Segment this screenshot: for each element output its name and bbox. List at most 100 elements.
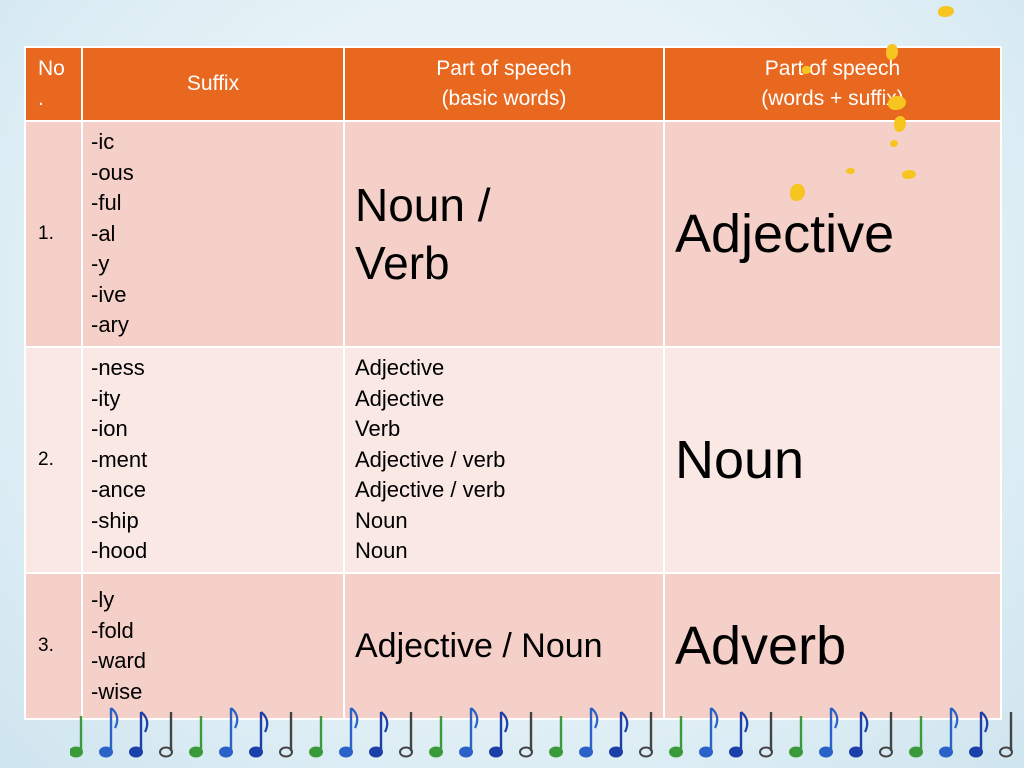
- music-note-head: [399, 746, 413, 758]
- suffix-list: -ness -ity -ion -ment -ance -ship -hood: [81, 346, 345, 574]
- music-note-head: [579, 746, 593, 758]
- music-note-head: [729, 746, 743, 758]
- basic-item: Adjective / verb: [355, 446, 506, 472]
- music-note-flag: [260, 711, 269, 733]
- header-basic-words: Part of speech (basic words): [343, 46, 665, 122]
- basic-part-of-speech: Noun / Verb: [343, 120, 665, 348]
- basic-item: Adjective / verb: [355, 477, 506, 503]
- row-number: 3.: [24, 572, 83, 720]
- music-note-head: [129, 746, 143, 758]
- music-note-flag: [470, 707, 479, 729]
- suffix-item: -ful: [91, 190, 122, 216]
- music-notes-icon: [70, 707, 1013, 758]
- flower-petal-icon: [888, 96, 906, 110]
- music-note-head: [219, 746, 233, 758]
- music-note-head: [249, 746, 263, 758]
- music-note-head: [969, 746, 983, 758]
- music-note-head: [909, 746, 923, 758]
- basic-part-of-speech: Adjective Adjective Verb Adjective / ver…: [343, 346, 665, 574]
- music-note-head: [639, 746, 653, 758]
- music-note-head: [459, 746, 473, 758]
- basic-item: Verb: [355, 237, 450, 289]
- music-note-flag: [380, 711, 389, 733]
- music-note-flag: [980, 711, 989, 733]
- music-note-flag: [500, 711, 509, 733]
- flower-petal-icon: [802, 66, 811, 74]
- flower-petal-icon: [902, 170, 916, 179]
- music-note-head: [369, 746, 383, 758]
- suffix-item: -ly: [91, 587, 115, 612]
- row-number: 2.: [24, 346, 83, 574]
- flower-petal-icon: [846, 168, 855, 174]
- music-note-head: [939, 746, 953, 758]
- result-part-of-speech: Noun: [663, 346, 1002, 574]
- suffix-item: -ment: [91, 446, 148, 472]
- music-note-head: [189, 746, 203, 758]
- header-suffix: Suffix: [81, 46, 345, 122]
- basic-item: Adjective / Noun: [355, 627, 603, 665]
- music-note-flag: [860, 711, 869, 733]
- suffix-item: -ous: [91, 159, 134, 185]
- row-number: 1.: [24, 120, 83, 348]
- music-note-head: [429, 746, 443, 758]
- music-note-flag: [140, 711, 149, 733]
- music-note-head: [849, 746, 863, 758]
- flower-petal-icon: [894, 116, 906, 132]
- suffix-item: -wise: [91, 678, 143, 704]
- suffix-list: -ic -ous -ful -al -y -ive -ary: [81, 120, 345, 348]
- suffix-list: -ly -fold -ward -wise: [81, 572, 345, 720]
- suffix-item: -ary: [91, 312, 129, 338]
- header-basic-line: (basic words): [441, 87, 567, 110]
- header-no: No .: [24, 46, 83, 122]
- basic-part-of-speech: Adjective / Noun: [343, 572, 665, 720]
- music-note-head: [609, 746, 623, 758]
- flower-petal-icon: [886, 44, 898, 60]
- suffix-table: No . Suffix Part of speech (basic words)…: [24, 46, 1002, 720]
- music-note-flag: [740, 711, 749, 733]
- music-note-head: [339, 746, 353, 758]
- suffix-item: -ion: [91, 416, 128, 442]
- music-note-head: [549, 746, 563, 758]
- music-note-flag: [590, 707, 599, 729]
- suffix-item: -ity: [91, 385, 121, 411]
- music-note-flag: [710, 707, 719, 729]
- basic-item: Noun /: [355, 179, 491, 231]
- basic-item: Adjective: [355, 385, 445, 411]
- music-note-flag: [830, 707, 839, 729]
- music-note-head: [819, 746, 833, 758]
- suffix-item: -ward: [91, 648, 147, 673]
- header-row: No . Suffix Part of speech (basic words)…: [24, 46, 1002, 122]
- music-note-head: [519, 746, 533, 758]
- music-note-head: [879, 746, 893, 758]
- basic-item: Verb: [355, 416, 401, 442]
- music-note-head: [759, 746, 773, 758]
- suffix-item: -ness: [91, 355, 145, 381]
- header-no-line: No: [38, 57, 65, 80]
- flower-petal-icon: [790, 184, 805, 201]
- music-note-head: [669, 746, 683, 758]
- basic-item: Noun: [355, 538, 408, 564]
- music-note-head: [70, 746, 83, 758]
- header-result-line: (words + suffix): [761, 87, 904, 110]
- music-note-head: [489, 746, 503, 758]
- suffix-item: -al: [91, 220, 116, 246]
- header-basic-line: Part of speech: [436, 57, 572, 80]
- flower-petal-icon: [890, 140, 898, 147]
- basic-item: Adjective: [355, 355, 445, 381]
- suffix-item: -ance: [91, 477, 147, 503]
- music-note-flag: [620, 711, 629, 733]
- music-note-flag: [950, 707, 959, 729]
- music-note-head: [279, 746, 293, 758]
- music-notes-group: [70, 707, 1013, 758]
- music-note-head: [309, 746, 323, 758]
- suffix-item: -ship: [91, 507, 139, 533]
- result-part-of-speech: Adverb: [663, 572, 1002, 720]
- music-note-head: [999, 746, 1013, 758]
- table-row: 2. -ness -ity -ion -ment -ance -ship -ho…: [24, 346, 1002, 574]
- suffix-item: -ic: [91, 129, 115, 155]
- header-words-suffix: Part of speech (words + suffix): [663, 46, 1002, 122]
- header-result-line: Part of speech: [764, 57, 901, 80]
- music-note-head: [789, 746, 803, 758]
- flower-petal-icon: [938, 6, 954, 17]
- suffix-item: -fold: [91, 617, 134, 643]
